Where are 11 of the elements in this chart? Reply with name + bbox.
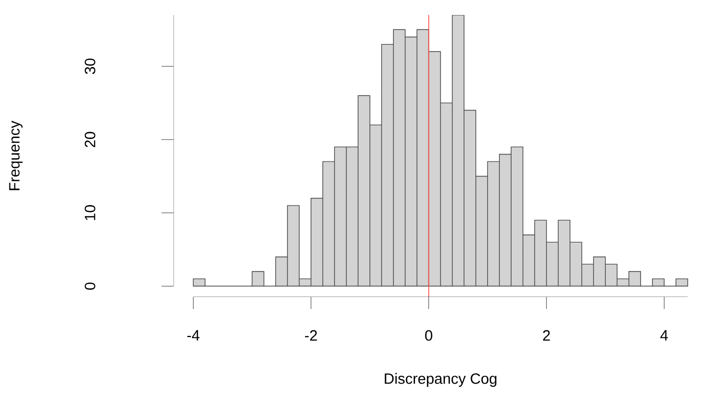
x-tick-label: 2 xyxy=(543,330,550,341)
x-tick-label: -4 xyxy=(187,330,200,340)
y-tick-label: 20 xyxy=(84,132,96,148)
x-tick-label: 4 xyxy=(660,330,668,340)
x-axis-title: Discrepancy Cog xyxy=(384,372,496,387)
y-tick-label: 10 xyxy=(84,205,96,220)
x-tick-label: -2 xyxy=(305,330,317,341)
y-tick-label: 0 xyxy=(84,282,96,290)
y-tick-label: 30 xyxy=(84,58,96,74)
y-axis-title: Frequency xyxy=(9,120,23,190)
x-tick-label: 0 xyxy=(425,330,432,341)
